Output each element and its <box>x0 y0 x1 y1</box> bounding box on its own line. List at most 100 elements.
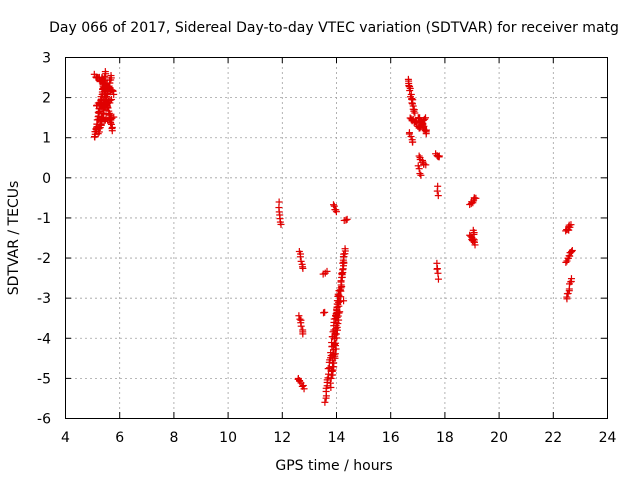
x-tick-label: 22 <box>544 430 562 446</box>
data-point <box>415 165 423 173</box>
data-point <box>339 256 347 264</box>
y-axis-label: SDTVAR / TECUs <box>6 181 22 296</box>
data-point <box>299 330 307 338</box>
data-point <box>108 86 116 94</box>
data-point <box>422 114 430 122</box>
data-point <box>341 245 349 253</box>
y-tick-label: 1 <box>42 131 51 147</box>
data-point <box>296 315 304 323</box>
data-point <box>434 275 442 283</box>
x-tick-label: 8 <box>169 430 178 446</box>
data-point <box>297 322 305 330</box>
data-point <box>332 339 340 347</box>
x-tick-label: 16 <box>382 430 400 446</box>
grid <box>65 57 607 418</box>
y-tick-label: 3 <box>42 51 51 67</box>
data-point <box>94 130 102 138</box>
data-point <box>329 366 337 374</box>
data-point <box>333 303 341 311</box>
data-point <box>100 117 108 125</box>
data-point <box>406 87 414 95</box>
data-point <box>110 113 118 121</box>
data-point <box>334 320 342 328</box>
data-point <box>321 308 329 316</box>
data-point <box>340 253 348 261</box>
data-point <box>331 350 339 358</box>
data-point <box>433 265 441 273</box>
data-point <box>326 379 334 387</box>
data-point <box>299 264 307 272</box>
data-point <box>297 257 305 265</box>
data-point <box>106 99 114 107</box>
axis-ticks <box>65 57 608 419</box>
data-point <box>337 278 345 286</box>
data-point <box>434 192 442 200</box>
data-point <box>334 298 342 306</box>
x-tick-label: 6 <box>115 430 124 446</box>
data-point <box>330 359 338 367</box>
data-point <box>415 152 423 160</box>
data-point <box>407 133 415 141</box>
y-tick-label: -6 <box>37 412 51 428</box>
data-point <box>277 220 285 228</box>
data-point <box>422 161 430 169</box>
data-point <box>332 208 340 216</box>
data-point <box>296 377 304 385</box>
data-point <box>470 230 478 238</box>
chart-title: Day 066 of 2017, Sidereal Day-to-day VTE… <box>49 20 619 36</box>
data-point <box>342 216 350 224</box>
data-point <box>94 108 102 116</box>
data-point <box>568 247 576 255</box>
data-point <box>296 253 304 261</box>
data-point <box>101 68 109 76</box>
y-tick-label: -1 <box>37 211 51 227</box>
data-point <box>435 152 443 160</box>
data-point <box>107 72 115 80</box>
y-tick-label: -3 <box>37 291 51 307</box>
data-point <box>471 241 479 249</box>
x-tick-label: 12 <box>273 430 291 446</box>
data-point <box>433 187 441 195</box>
y-tick-label: -2 <box>37 251 51 267</box>
data-point <box>418 156 426 164</box>
data-point <box>108 127 116 135</box>
y-tick-label: 2 <box>42 91 51 107</box>
data-point <box>567 221 575 229</box>
data-point <box>562 258 570 266</box>
data-point <box>411 109 419 117</box>
x-axis-label: GPS time / hours <box>275 458 392 474</box>
x-tick-label: 4 <box>61 430 70 446</box>
data-point <box>408 99 416 107</box>
data-point <box>110 90 118 98</box>
data-point <box>299 382 307 390</box>
data-point <box>416 170 424 178</box>
x-tick-label: 14 <box>328 430 346 446</box>
x-tick-label: 18 <box>436 430 454 446</box>
data-point <box>421 115 429 123</box>
data-point <box>295 312 303 320</box>
data-point <box>321 398 329 406</box>
x-tick-label: 10 <box>219 430 237 446</box>
data-point <box>333 323 341 331</box>
data-point <box>434 269 442 277</box>
data-point <box>109 87 117 95</box>
y-tick-label: -5 <box>37 371 51 387</box>
data-point <box>104 104 112 112</box>
y-tick-label: -4 <box>37 331 51 347</box>
x-tick-label: 24 <box>599 430 617 446</box>
data-point <box>567 275 575 283</box>
data-point <box>300 385 308 393</box>
x-tick-label: 20 <box>490 430 508 446</box>
data-point <box>339 266 347 274</box>
data-point <box>335 291 343 299</box>
data-point <box>343 215 351 223</box>
y-tick-label: 0 <box>42 171 51 187</box>
data-point <box>422 128 430 136</box>
data-point <box>472 194 480 202</box>
data-points <box>90 68 576 406</box>
data-point <box>323 267 331 275</box>
data-point <box>409 138 417 146</box>
data-point <box>108 96 116 104</box>
